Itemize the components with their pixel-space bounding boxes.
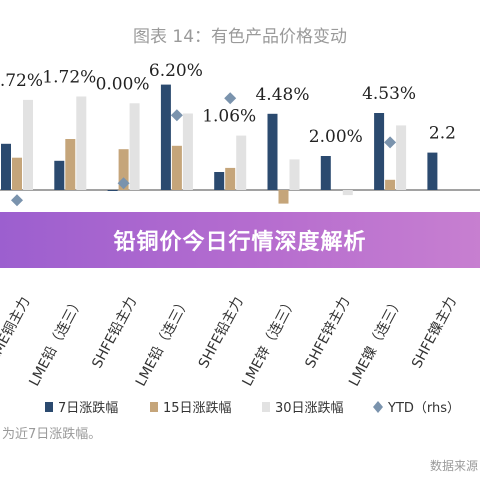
chart-note: 为近7日涨跌幅。 [2,426,101,442]
ytd-marker-4 [224,92,237,105]
value-label-0: 2.72% [0,71,43,91]
value-label-7: 4.53% [362,84,416,104]
bar-30d-7 [396,125,407,190]
bar-15d-1 [65,139,76,190]
legend-swatch-15d [150,402,158,412]
bar-30d-1 [76,96,87,190]
bar-30d-0 [23,99,33,190]
bar-15d-7 [385,179,396,190]
category-tick-0: LME铜主力 [0,294,34,364]
legend-swatch-30d [262,402,270,412]
value-label-3: 6.20% [149,61,203,81]
legend-label-15d: 15日涨跌幅 [163,400,232,416]
legend-label-30d: 30日涨跌幅 [275,400,344,416]
bar-7d-7 [374,113,385,190]
bar-7d-6 [320,156,331,190]
ytd-marker-0 [10,194,23,207]
bar-30d-5 [289,159,300,190]
banner-title: 铅铜价今日行情深度解析 [113,230,367,255]
value-label-6: 2.00% [309,127,363,147]
bar-7d-2 [107,190,118,191]
bar-7d-4 [214,172,225,190]
value-label-5: 4.48% [255,85,309,105]
value-label-2: 0.00% [96,74,150,94]
category-tick-2: SHFE铅主力 [89,294,140,371]
value-label-8: 2.2 [429,124,456,144]
bar-30d-2 [129,103,140,190]
ytd-marker-2 [117,177,130,190]
legend: 7日涨跌幅 15日涨跌幅 30日涨跌幅 YTD（rhs） [45,400,460,416]
bar-30d-3 [182,113,193,190]
bar-15d-2 [118,149,129,190]
bar-30d-4 [236,135,247,190]
value-label-4: 1.06% [202,107,256,127]
bar-15d-3 [171,145,182,190]
bar-7d-3 [160,84,171,190]
legend-label-ytd: YTD（rhs） [387,401,460,416]
category-tick-7: LME镍（连三） [346,294,406,389]
bar-7d-1 [54,160,65,190]
chart-title: 图表 14：有色产品价格变动 [133,27,347,47]
legend-swatch-7d [45,402,53,412]
legend-marker-ytd [373,401,383,413]
bars-group [1,84,438,207]
value-labels-group: 2.72%1.72%0.00%6.20% 1.06%4.48% 2.00% 4.53%… [0,61,456,147]
bar-15d-5 [278,190,289,204]
bar-7d-0 [1,143,11,190]
bar-7d-5 [267,113,278,190]
value-label-1: 1.72% [42,68,96,88]
title-banner: 铅铜价今日行情深度解析 [0,212,480,268]
bar-15d-0 [12,157,22,190]
ytd-marker-7 [384,136,397,149]
category-tick-6: SHFE锌主力 [302,294,353,371]
category-tick-5: LME锌（连三） [240,294,300,389]
bar-7d-8 [427,152,438,190]
category-tick-1: LME铅（连三） [26,294,86,389]
legend-label-7d: 7日涨跌幅 [58,400,118,416]
category-tick-4: SHFE铅主力 [196,294,247,371]
bar-15d-4 [225,167,236,190]
chart-source: 数据来源 [430,458,478,473]
category-tick-3: LME铅（连三） [133,294,193,389]
category-tick-8: SHFE镍主力 [409,294,460,371]
ytd-marker-3 [170,109,183,122]
bar-30d-6 [342,190,353,196]
